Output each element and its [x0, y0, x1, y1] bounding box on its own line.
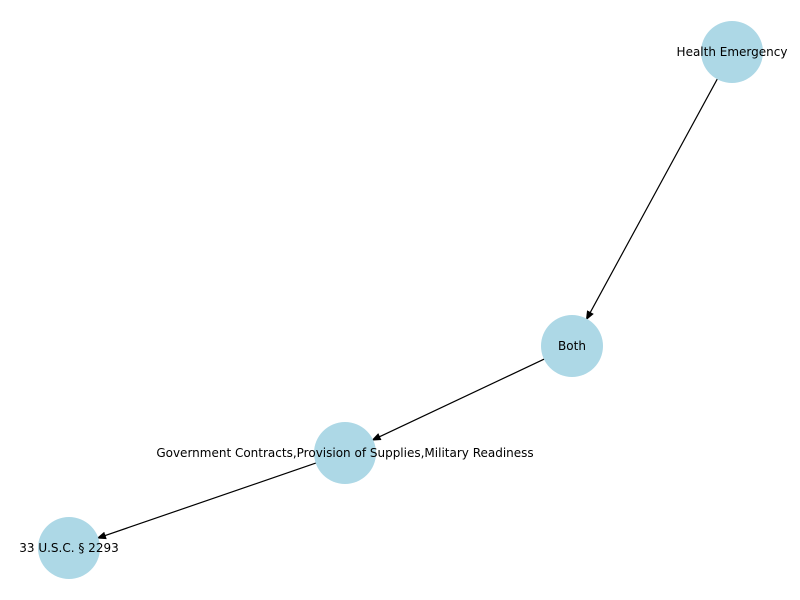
node-label-gov: Government Contracts,Provision of Suppli…	[156, 446, 533, 460]
node-health	[701, 21, 763, 83]
node-both	[541, 315, 603, 377]
edge-both-to-gov	[370, 353, 556, 442]
nodes-layer	[38, 21, 763, 579]
edges-layer	[96, 68, 724, 540]
node-label-both: Both	[558, 339, 586, 353]
node-label-health: Health Emergency	[677, 45, 788, 59]
edge-gov-to-usc	[96, 458, 328, 540]
edge-health-to-both	[585, 68, 724, 321]
labels-layer: Health Emergency Both Government Contracts…	[19, 45, 787, 555]
node-label-usc: 33 U.S.C. § 2293	[19, 541, 118, 555]
node-gov	[314, 422, 376, 484]
node-usc	[38, 517, 100, 579]
